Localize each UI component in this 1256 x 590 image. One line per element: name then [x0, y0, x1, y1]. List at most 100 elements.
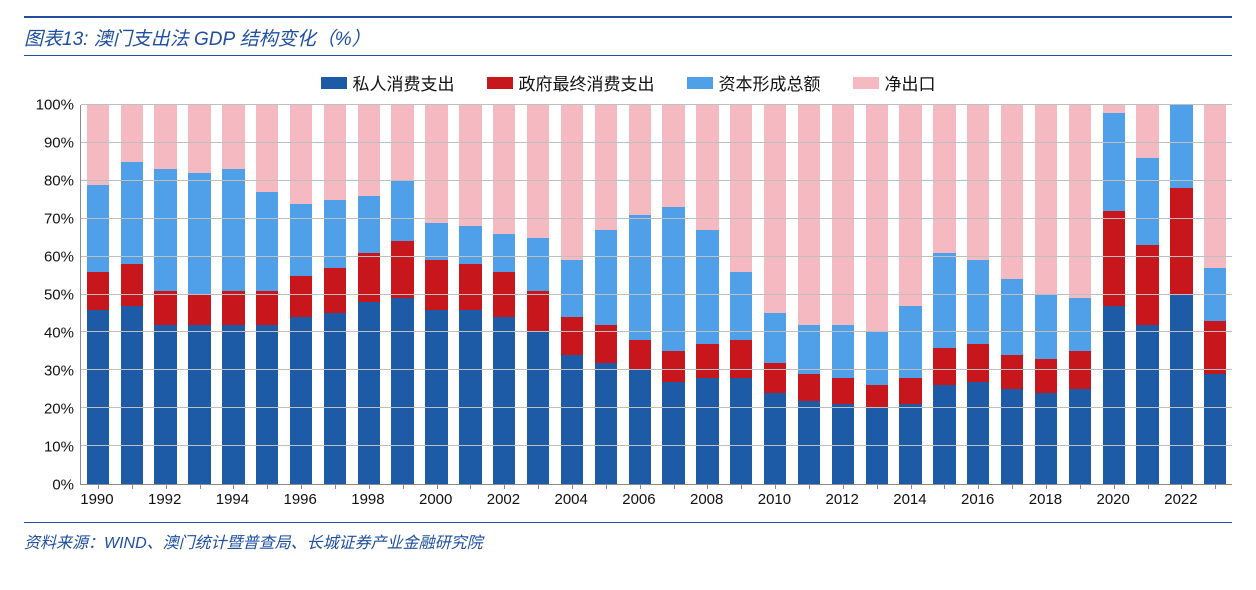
bar-slot	[115, 105, 149, 484]
bar-2002	[493, 105, 515, 484]
segment-gov	[256, 291, 278, 325]
bar-1993	[188, 105, 210, 484]
segment-gov	[629, 340, 651, 370]
legend-label: 私人消费支出	[353, 70, 455, 95]
x-tick-label	[724, 485, 758, 508]
segment-netexp	[1136, 105, 1158, 158]
segment-capital	[527, 238, 549, 291]
segment-private	[1103, 306, 1125, 484]
segment-private	[324, 313, 346, 484]
segment-capital	[1204, 268, 1226, 321]
bar-2017	[1001, 105, 1023, 484]
source-text: 资料来源：WIND、澳门统计暨普查局、长城证券产业金融研究院	[24, 529, 1232, 553]
segment-netexp	[188, 105, 210, 173]
segment-private	[290, 317, 312, 484]
x-tick-label: 2022	[1164, 485, 1198, 508]
x-tick-label: 2000	[419, 485, 453, 508]
segment-capital	[595, 230, 617, 325]
bar-slot	[1131, 105, 1165, 484]
bar-slot	[927, 105, 961, 484]
x-tick-label: 1998	[351, 485, 385, 508]
segment-private	[1136, 325, 1158, 484]
segment-capital	[1069, 298, 1091, 351]
legend-swatch	[687, 77, 713, 89]
segment-gov	[222, 291, 244, 325]
x-tick-label	[859, 485, 893, 508]
x-tick-label	[114, 485, 148, 508]
segment-gov	[662, 351, 684, 381]
bar-2008	[696, 105, 718, 484]
segment-gov	[1170, 188, 1192, 294]
x-tick-label	[317, 485, 351, 508]
x-tick-label	[520, 485, 554, 508]
segment-capital	[256, 192, 278, 291]
segment-gov	[1204, 321, 1226, 374]
bar-2003	[527, 105, 549, 484]
segment-private	[629, 370, 651, 484]
segment-private	[933, 385, 955, 484]
segment-netexp	[730, 105, 752, 272]
segment-netexp	[696, 105, 718, 230]
legend-label: 净出口	[885, 70, 936, 95]
grid-line	[81, 407, 1232, 408]
bar-2016	[967, 105, 989, 484]
segment-netexp	[832, 105, 854, 325]
segment-private	[121, 306, 143, 484]
x-tick-label: 1990	[80, 485, 114, 508]
segment-capital	[222, 169, 244, 290]
x-tick-label	[1198, 485, 1232, 508]
bar-slot	[690, 105, 724, 484]
bar-2014	[899, 105, 921, 484]
segment-netexp	[899, 105, 921, 306]
segment-capital	[1001, 279, 1023, 355]
bar-2007	[662, 105, 684, 484]
segment-netexp	[595, 105, 617, 230]
grid-line	[81, 294, 1232, 295]
segment-gov	[798, 374, 820, 401]
x-tick-label	[656, 485, 690, 508]
bar-2020	[1103, 105, 1125, 484]
segment-netexp	[493, 105, 515, 234]
bar-1996	[290, 105, 312, 484]
grid-line	[81, 180, 1232, 181]
segment-capital	[121, 162, 143, 264]
segment-gov	[188, 295, 210, 325]
bar-slot	[657, 105, 691, 484]
bar-slot	[961, 105, 995, 484]
plot-area	[80, 105, 1232, 485]
bar-2018	[1035, 105, 1057, 484]
segment-capital	[1035, 295, 1057, 359]
x-tick-label: 2002	[487, 485, 521, 508]
bar-slot	[1165, 105, 1199, 484]
bar-slot	[758, 105, 792, 484]
bar-2005	[595, 105, 617, 484]
segment-private	[459, 310, 481, 484]
segment-capital	[629, 215, 651, 340]
segment-capital	[391, 181, 413, 242]
x-tick-label: 1996	[283, 485, 317, 508]
bar-slot	[860, 105, 894, 484]
y-tick-label: 40%	[44, 325, 74, 342]
segment-netexp	[459, 105, 481, 226]
bar-2019	[1069, 105, 1091, 484]
grid-line	[81, 218, 1232, 219]
x-tick-label: 2020	[1096, 485, 1130, 508]
segment-netexp	[1069, 105, 1091, 298]
segment-capital	[730, 272, 752, 340]
segment-netexp	[358, 105, 380, 196]
y-tick-label: 90%	[44, 135, 74, 152]
segment-capital	[87, 185, 109, 272]
x-tick-label	[453, 485, 487, 508]
segment-private	[967, 382, 989, 484]
segment-gov	[561, 317, 583, 355]
bar-slot	[1198, 105, 1232, 484]
segment-gov	[391, 241, 413, 298]
bar-slot	[216, 105, 250, 484]
x-tick-label	[927, 485, 961, 508]
segment-private	[256, 325, 278, 484]
segment-private	[730, 378, 752, 484]
segment-capital	[561, 260, 583, 317]
x-tick-label: 2004	[554, 485, 588, 508]
segment-gov	[696, 344, 718, 378]
bar-1995	[256, 105, 278, 484]
